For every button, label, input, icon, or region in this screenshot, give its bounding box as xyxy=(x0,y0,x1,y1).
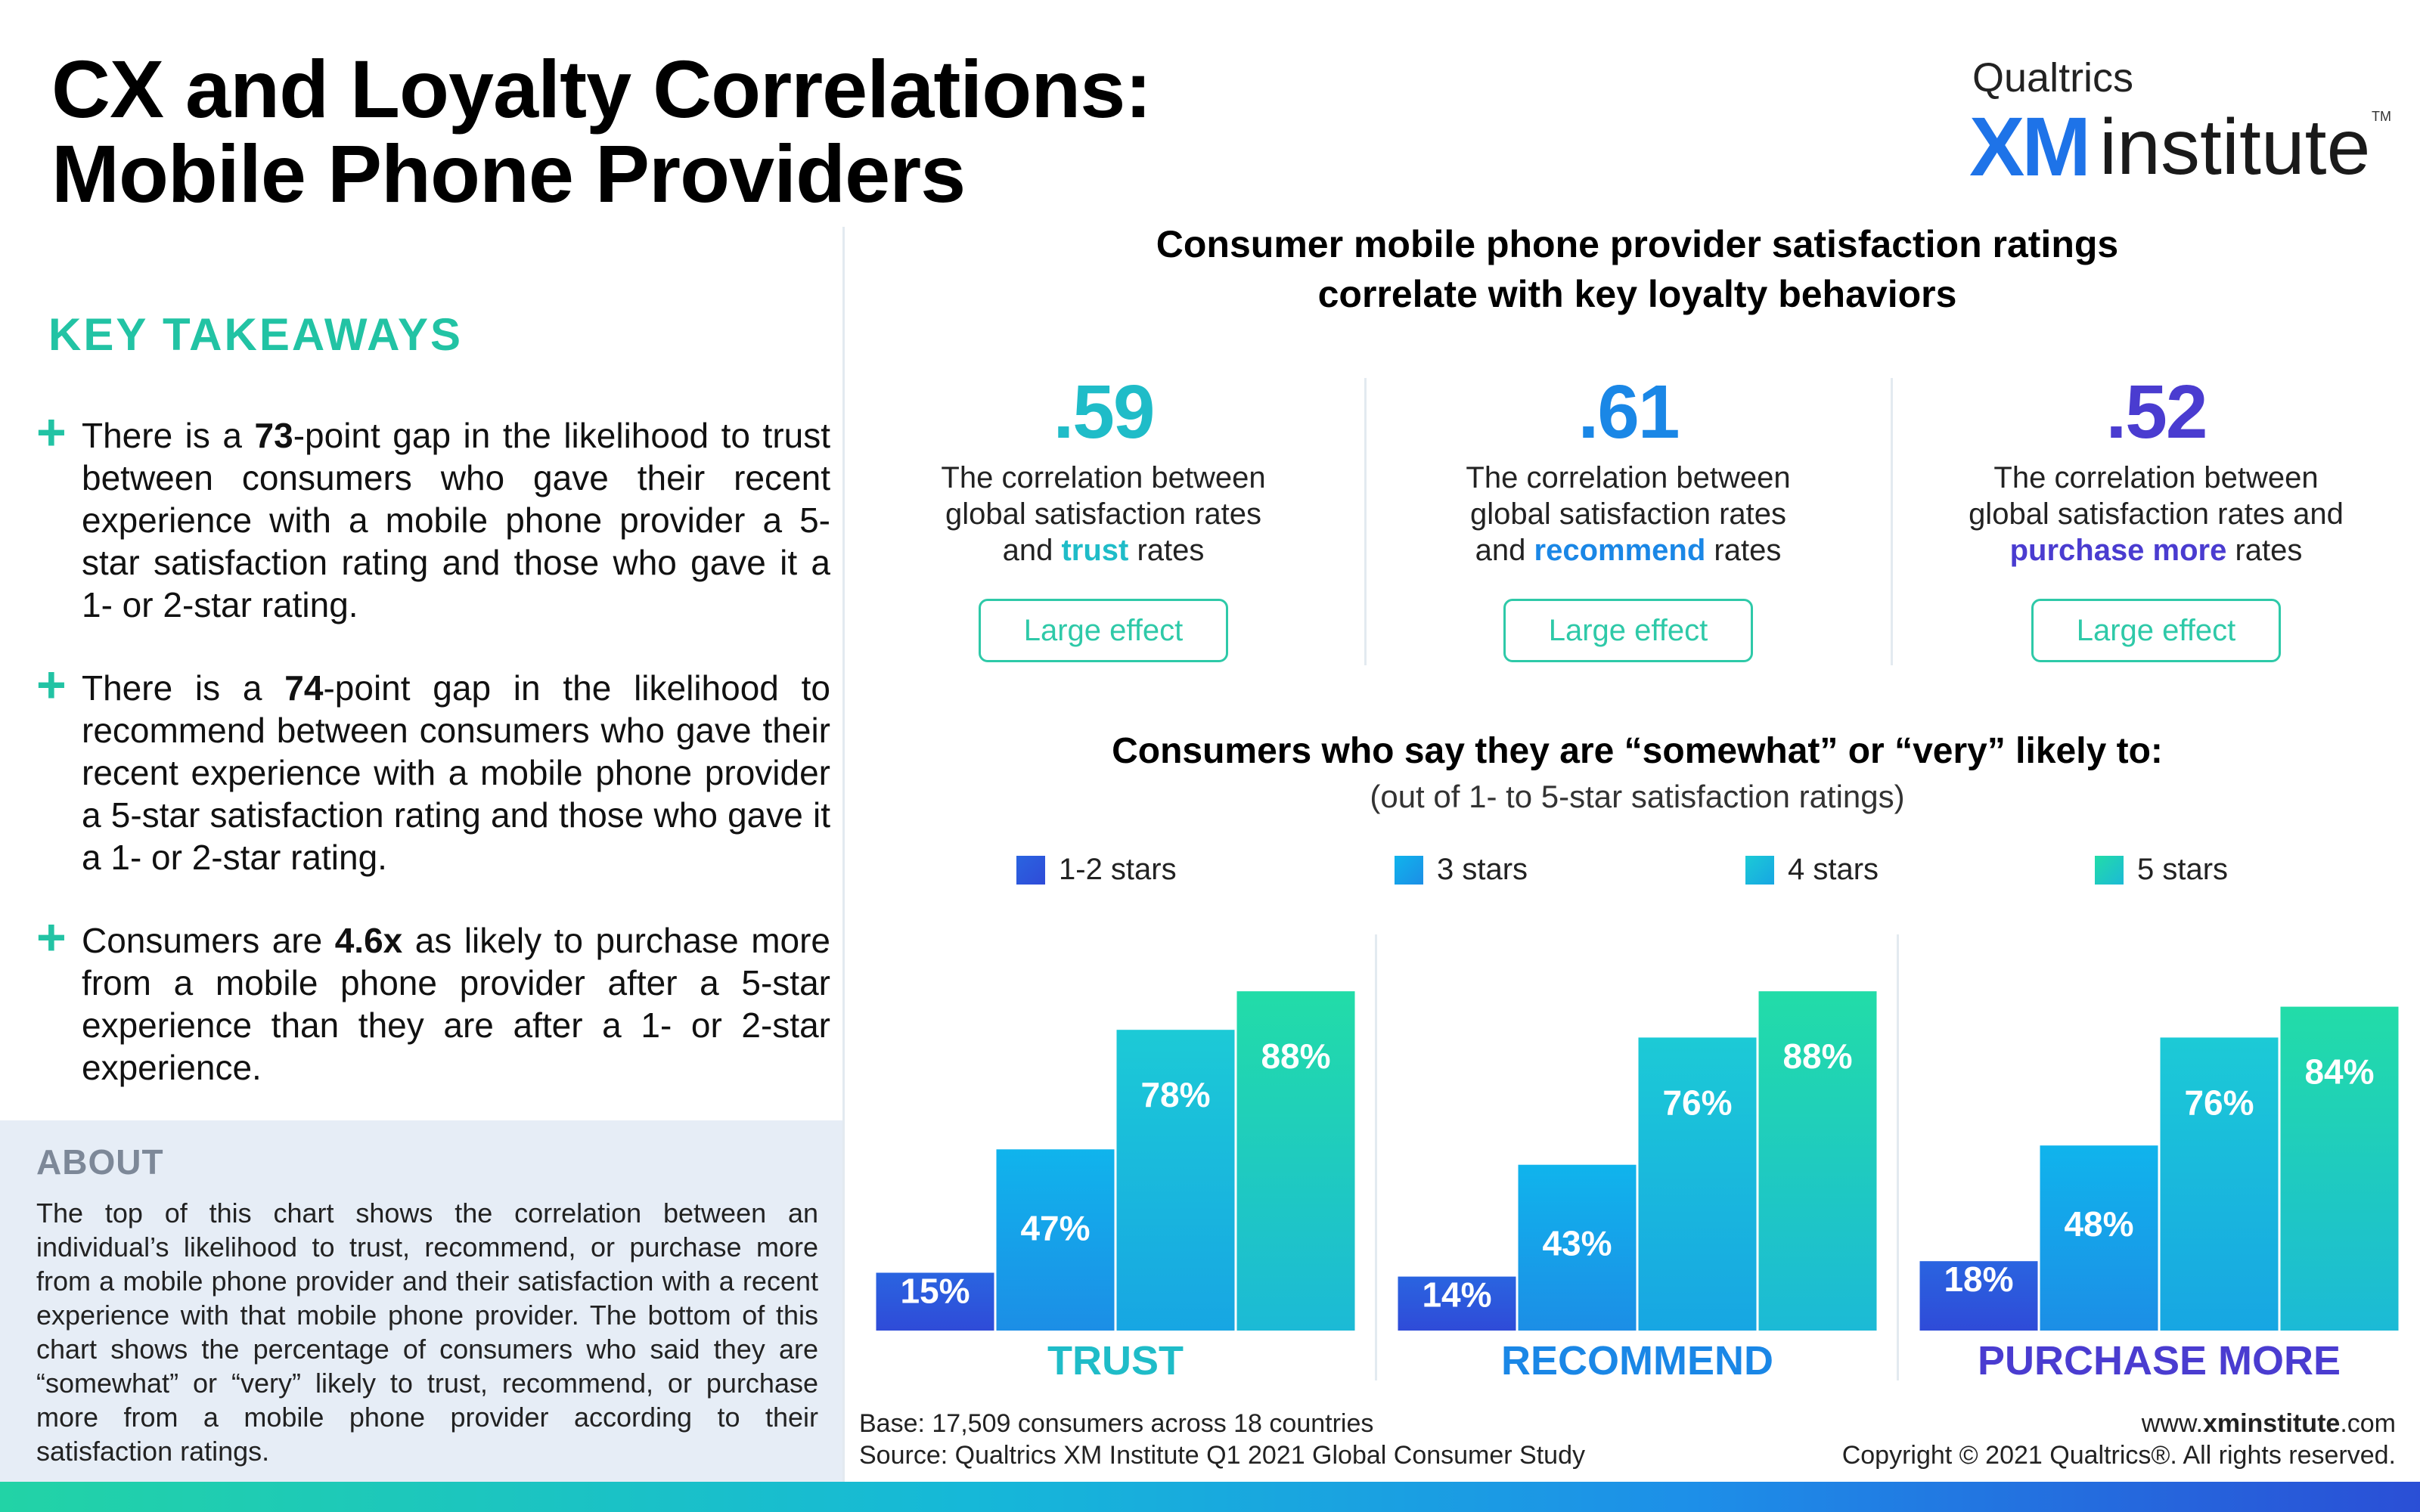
bottom-gradient-bar xyxy=(0,1482,2420,1512)
correlation-trust: .59 The correlation between global satis… xyxy=(842,370,1364,662)
footer-source: Base: 17,509 consumers across 18 countri… xyxy=(859,1408,1585,1471)
bar-recommend-series-1 xyxy=(1398,1276,1516,1331)
takeaway-text: Consumers are 4.6x as likely to purchase… xyxy=(82,921,830,1087)
correlation-heading: Consumer mobile phone provider satisfact… xyxy=(855,219,2420,319)
bar-purchase-more-series-3 xyxy=(2160,1037,2279,1331)
group-separator xyxy=(1897,934,1899,1380)
correlation-value: .52 xyxy=(2105,370,2207,454)
about-text: The top of this chart shows the correlat… xyxy=(36,1198,818,1467)
page-title: CX and Loyalty Correlations: Mobile Phon… xyxy=(51,47,1186,216)
correlation-value: .61 xyxy=(1578,370,1680,454)
correlation-value: .59 xyxy=(1053,370,1155,454)
bar-value-label: 76% xyxy=(1662,1083,1732,1122)
legend-label: 5 stars xyxy=(2137,853,2229,886)
key-takeaways-heading: KEY TAKEAWAYS xyxy=(48,309,464,360)
plus-icon: + xyxy=(36,656,67,714)
footer-copyright: www.xminstitute.com Copyright © 2021 Qua… xyxy=(1842,1408,2396,1471)
bar-trust-series-2 xyxy=(996,1149,1115,1331)
bar-value-label: 47% xyxy=(1020,1208,1090,1247)
page-title-line-1: CX and Loyalty Correlations: xyxy=(51,43,1152,135)
bar-value-label: 15% xyxy=(900,1272,970,1311)
footer-url[interactable]: www.xminstitute.com xyxy=(2141,1409,2396,1438)
bar-value-label: 14% xyxy=(1422,1275,1491,1315)
bar-value-label: 18% xyxy=(1944,1259,2013,1299)
effect-badge: Large effect xyxy=(1503,599,1753,662)
takeaway-text: There is a 74-point gap in the likelihoo… xyxy=(82,668,831,877)
plus-icon: + xyxy=(36,404,67,461)
bar-value-label: 78% xyxy=(1140,1075,1210,1114)
legend-label: 1-2 stars xyxy=(1059,853,1177,886)
bar-purchase-more-series-2 xyxy=(2040,1145,2158,1331)
bar-value-label: 88% xyxy=(1782,1036,1852,1076)
correlation-heading-line-1: Consumer mobile phone provider satisfact… xyxy=(1156,223,2119,265)
about-panel: ABOUT The top of this chart shows the co… xyxy=(0,1120,842,1482)
legend-swatch xyxy=(1395,856,1423,885)
plus-icon: + xyxy=(36,909,67,966)
group-separator xyxy=(1375,934,1377,1380)
chart-subtitle: (out of 1- to 5-star satisfaction rating… xyxy=(1370,779,1905,814)
logo-institute-text: institute xyxy=(2099,104,2371,191)
correlation-separator xyxy=(1364,378,1367,665)
vertical-divider xyxy=(842,227,845,1482)
bar-purchase-more-series-1 xyxy=(1919,1261,2038,1331)
bar-value-label: 84% xyxy=(2304,1052,2374,1092)
page-title-line-2: Mobile Phone Providers xyxy=(51,128,966,219)
bar-recommend-series-3 xyxy=(1638,1037,1757,1331)
bar-trust-series-1 xyxy=(876,1272,994,1331)
footer-base: Base: 17,509 consumers across 18 countri… xyxy=(859,1409,1374,1438)
bar-purchase-more-series-4 xyxy=(2280,1006,2399,1331)
correlation-heading-line-2: correlate with key loyalty behaviors xyxy=(1317,273,1957,315)
bar-recommend-series-4 xyxy=(1758,991,1877,1331)
category-label-purchase-more: PURCHASE MORE xyxy=(1978,1338,2341,1383)
bar-value-label: 48% xyxy=(2064,1204,2133,1244)
correlation-separator xyxy=(1891,378,1893,665)
bar-chart: 15% 47% 78% 88% TRUST 14% 43% 76% 88% RECOMMEND 18… xyxy=(876,934,2399,1383)
xm-institute-logo: Qualtrics XM institute TM xyxy=(1966,54,2391,194)
bar-value-label: 76% xyxy=(2184,1083,2254,1122)
logo-qualtrics-text: Qualtrics xyxy=(1972,55,2134,101)
correlation-description: The correlation between global satisfact… xyxy=(941,461,1266,567)
bar-recommend-series-2 xyxy=(1518,1164,1637,1331)
legend-label: 3 stars xyxy=(1437,853,1528,886)
footer-copyright-line: Copyright © 2021 Qualtrics®. All rights … xyxy=(1841,1441,2396,1470)
bar-trust-series-3 xyxy=(1116,1030,1235,1331)
correlation-recommend: .61 The correlation between global satis… xyxy=(1367,370,1889,662)
bar-trust-series-4 xyxy=(1236,991,1355,1331)
logo-xm-text: XM xyxy=(1969,101,2091,194)
legend-swatch xyxy=(1745,856,1774,885)
logo-trademark: TM xyxy=(2372,109,2391,124)
effect-badge: Large effect xyxy=(2031,599,2281,662)
footer-source-line: Source: Qualtrics XM Institute Q1 2021 G… xyxy=(859,1441,1586,1470)
takeaway-text: There is a 73-point gap in the likelihoo… xyxy=(82,416,830,624)
bar-value-label: 88% xyxy=(1261,1036,1330,1076)
category-label-trust: TRUST xyxy=(1047,1338,1184,1383)
legend-label: 4 stars xyxy=(1788,853,1879,886)
correlation-description: The correlation between global satisfact… xyxy=(1969,461,2344,567)
about-heading: ABOUT xyxy=(36,1142,164,1182)
effect-badge: Large effect xyxy=(979,599,1228,662)
category-label-recommend: RECOMMEND xyxy=(1501,1338,1773,1383)
legend-swatch xyxy=(1016,856,1045,885)
correlation-description: The correlation between global satisfact… xyxy=(1466,461,1791,567)
correlation-purchase-more: .52 The correlation between global satis… xyxy=(1895,370,2417,662)
bar-value-label: 43% xyxy=(1542,1224,1612,1263)
legend-swatch xyxy=(2095,856,2124,885)
chart-title: Consumers who say they are “somewhat” or… xyxy=(1112,731,2163,771)
